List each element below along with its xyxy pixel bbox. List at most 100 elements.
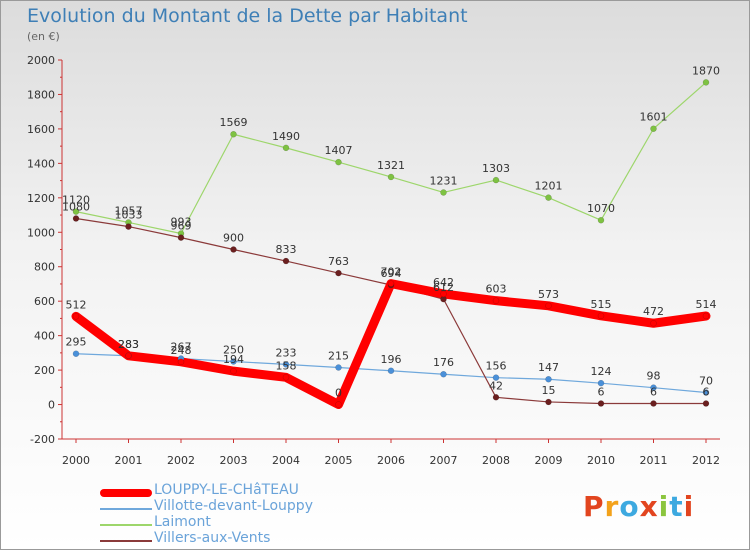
- data-label: 250: [223, 343, 244, 356]
- data-point: [230, 367, 237, 375]
- data-label: 98: [647, 370, 661, 383]
- data-point: [177, 234, 185, 241]
- data-label: 1870: [692, 64, 720, 77]
- data-point: [545, 398, 552, 406]
- data-label: 147: [538, 361, 559, 374]
- data-label: 1231: [430, 174, 458, 187]
- data-point: [125, 223, 132, 230]
- x-tick-label: 2002: [167, 454, 195, 467]
- data-label: 248: [171, 344, 192, 357]
- data-point: [72, 208, 80, 215]
- data-label: 472: [643, 305, 664, 318]
- x-tick-label: 2009: [535, 454, 563, 467]
- data-point: [702, 79, 710, 86]
- data-label: 158: [276, 359, 297, 372]
- legend-swatch: [100, 540, 152, 542]
- data-label: 6: [598, 386, 605, 399]
- y-tick-label: 1600: [27, 123, 55, 136]
- y-tick-label: 800: [34, 261, 55, 274]
- data-label: 603: [486, 283, 507, 296]
- data-point: [72, 313, 80, 320]
- logo-letter: r: [604, 490, 620, 523]
- data-label: 215: [328, 350, 349, 363]
- data-point: [387, 367, 395, 375]
- data-point: [440, 189, 447, 196]
- data-label: 295: [66, 336, 87, 349]
- data-point: [492, 394, 500, 401]
- data-point: [230, 130, 237, 138]
- data-label: 1407: [325, 144, 353, 157]
- x-tick-label: 2004: [272, 454, 300, 467]
- data-point: [387, 280, 395, 287]
- x-tick-label: 2001: [115, 454, 143, 467]
- x-tick-label: 2011: [640, 454, 668, 467]
- data-label: 702: [381, 266, 402, 279]
- data-point: [650, 319, 657, 327]
- data-label: 642: [433, 276, 454, 289]
- legend-label: Laimont: [154, 514, 211, 530]
- data-point: [335, 364, 342, 371]
- data-label: 196: [381, 353, 402, 366]
- data-label: 694: [381, 267, 402, 280]
- data-label: 993: [171, 215, 192, 228]
- data-label: 573: [538, 288, 559, 301]
- x-tick-label: 2008: [482, 454, 510, 467]
- data-point: [282, 374, 290, 381]
- data-label: 1070: [587, 202, 615, 215]
- legend-label: Villotte-devant-Louppy: [154, 498, 313, 514]
- data-point: [597, 379, 605, 387]
- data-label: 1057: [115, 204, 143, 217]
- series-line-3: [75, 217, 707, 405]
- data-point: [440, 290, 447, 298]
- data-point: [492, 297, 500, 304]
- y-tick-label: -200: [30, 433, 55, 446]
- x-tick-label: 2012: [692, 454, 720, 467]
- data-label: 1120: [62, 194, 90, 207]
- x-tick-label: 2010: [587, 454, 615, 467]
- logo-letter: x: [639, 490, 659, 523]
- y-tick-label: 1800: [27, 88, 55, 101]
- data-point: [650, 125, 657, 132]
- data-label: 0: [335, 387, 342, 400]
- data-label: 514: [696, 298, 717, 311]
- y-tick-label: 2000: [27, 54, 55, 67]
- x-tick-label: 2000: [62, 454, 90, 467]
- data-label: 42: [489, 379, 503, 392]
- data-label: 156: [486, 360, 507, 373]
- legend-label: Villers-aux-Vents: [154, 530, 271, 546]
- data-label: 283: [118, 338, 139, 351]
- data-label: 1490: [272, 130, 300, 143]
- data-point: [597, 400, 605, 407]
- x-tick-label: 2006: [377, 454, 405, 467]
- data-label: 612: [433, 281, 454, 294]
- data-label: 176: [433, 356, 454, 369]
- data-label: 900: [223, 232, 244, 245]
- x-tick-label: 2007: [430, 454, 458, 467]
- y-tick-label: 600: [34, 295, 55, 308]
- data-point: [177, 358, 185, 366]
- data-label: 267: [171, 341, 192, 354]
- data-label: 1303: [482, 162, 510, 175]
- data-point: [545, 375, 552, 383]
- data-label: 194: [223, 353, 244, 366]
- legend-swatch: [100, 524, 152, 526]
- data-label: 1080: [62, 200, 90, 213]
- y-tick-label: 1200: [27, 192, 55, 205]
- legend-label: LOUPPY-LE-CHâTEAU: [154, 482, 299, 498]
- legend-swatch: [100, 489, 152, 497]
- y-tick-label: 400: [34, 330, 55, 343]
- data-label: 70: [699, 374, 713, 387]
- x-tick-label: 2003: [220, 454, 248, 467]
- data-label: 6: [703, 386, 710, 399]
- data-label: 763: [328, 255, 349, 268]
- chart-subtitle: (en €): [27, 30, 60, 43]
- data-point: [440, 370, 447, 378]
- data-label: 515: [591, 298, 612, 311]
- x-tick-label: 2005: [325, 454, 353, 467]
- data-point: [650, 384, 657, 391]
- data-label: 1601: [640, 111, 668, 124]
- data-point: [387, 173, 395, 181]
- data-point: [597, 312, 605, 320]
